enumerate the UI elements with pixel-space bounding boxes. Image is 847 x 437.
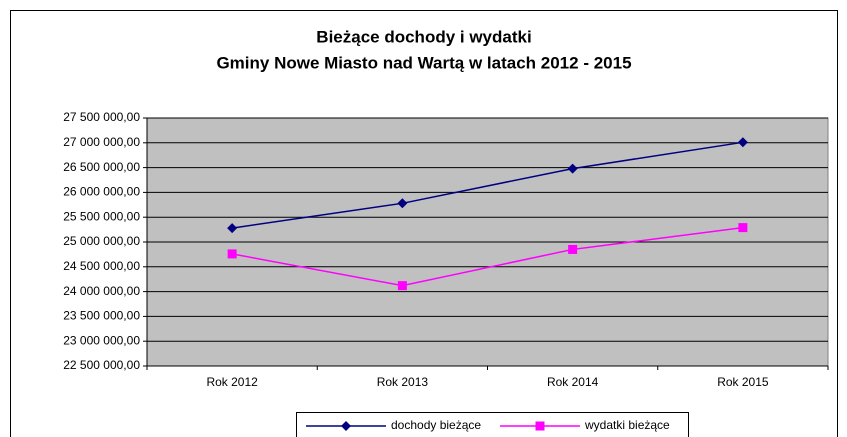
x-tick-label: Rok 2013 <box>377 375 429 389</box>
chart-title: Bieżące dochody i wydatki <box>316 27 531 46</box>
marker <box>535 421 545 431</box>
marker <box>341 421 351 431</box>
y-tick-label: 24 000 000,00 <box>63 284 140 298</box>
marker <box>397 198 408 209</box>
x-tick-label: Rok 2014 <box>547 375 599 389</box>
y-tick-label: 26 500 000,00 <box>63 160 140 174</box>
series-line <box>232 141 743 229</box>
marker <box>738 223 748 233</box>
marker <box>568 244 578 254</box>
y-tick-label: 25 500 000,00 <box>63 209 140 223</box>
y-tick-label: 23 500 000,00 <box>63 309 140 323</box>
series-line <box>231 226 743 287</box>
marker <box>397 281 407 291</box>
marker <box>737 137 748 148</box>
legend-label: wydatki bieżące <box>584 418 670 432</box>
y-tick-label: 27 500 000,00 <box>63 110 140 124</box>
y-tick-label: 22 500 000,00 <box>63 358 140 372</box>
y-tick-label: 26 000 000,00 <box>63 185 140 199</box>
y-tick-label: 24 500 000,00 <box>63 259 140 273</box>
y-tick-label: 27 000 000,00 <box>63 135 140 149</box>
x-tick-label: Rok 2012 <box>206 375 258 389</box>
y-tick-label: 25 000 000,00 <box>63 234 140 248</box>
x-tick-label: Rok 2015 <box>717 375 769 389</box>
legend-label: dochody bieżące <box>391 418 481 432</box>
y-tick-label: 23 000 000,00 <box>63 333 140 347</box>
marker <box>227 223 238 234</box>
chart-title: Gminy Nowe Miasto nad Wartą w latach 201… <box>216 53 631 72</box>
marker <box>567 163 578 174</box>
marker <box>227 249 237 259</box>
legend <box>296 412 689 437</box>
